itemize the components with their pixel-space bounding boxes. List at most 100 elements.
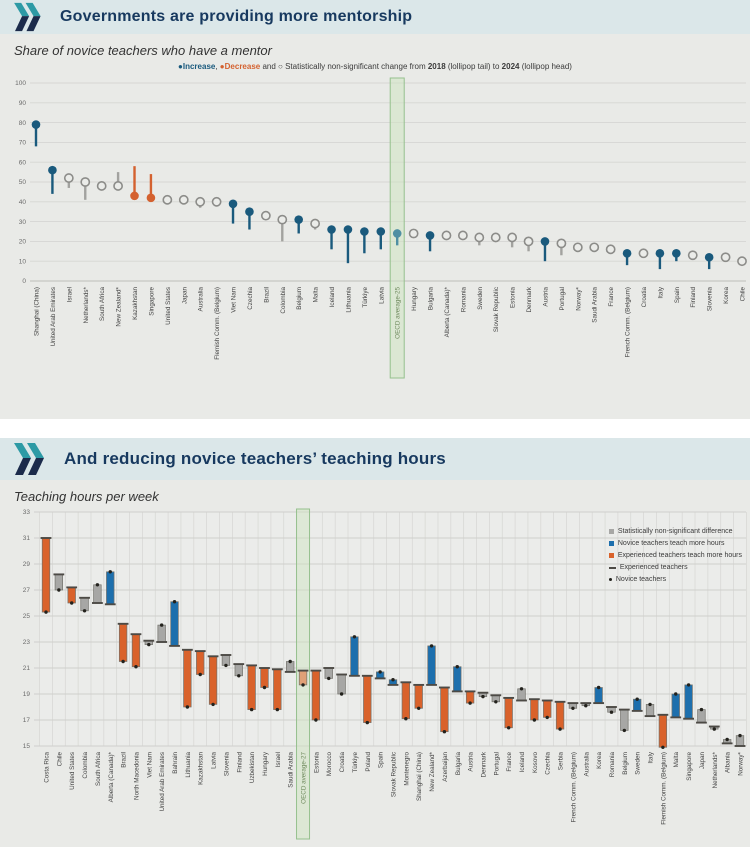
novice-marker <box>404 717 408 721</box>
hours-bar-france: France <box>503 696 515 772</box>
range-bar <box>363 675 372 723</box>
lollipop-head-open <box>490 232 501 243</box>
range-bar <box>594 687 603 704</box>
category-label: Spain <box>378 752 385 769</box>
category-label: Chile <box>740 287 747 302</box>
category-label: Saudi Arabia <box>288 752 295 788</box>
category-label: Korea <box>596 752 603 769</box>
range-bar <box>170 601 179 647</box>
category-label: Austria <box>468 752 475 772</box>
hours-bar-oecd-average-27: OECD average-27 <box>297 669 309 804</box>
category-label: Korea <box>723 287 730 304</box>
hours-bar-sweden: Sweden <box>631 697 643 775</box>
category-label: Finland <box>690 287 697 308</box>
hours-bar-morocco: Morocco <box>323 667 335 776</box>
hours-bar-spain: Spain <box>374 670 386 769</box>
hours-bar-slovenia: Slovenia <box>220 654 232 776</box>
novice-marker <box>494 700 498 704</box>
hours-bar-singapore: Singapore <box>683 683 694 781</box>
hours-bar-shanghai-china: Shanghai (China) <box>413 683 425 801</box>
mentorship-panel: Governments are providing more mentorshi… <box>0 0 750 419</box>
category-label: Norway* <box>575 286 582 310</box>
hours-bar-netherlands: Netherlands* <box>708 725 720 788</box>
lollipop-korea: Korea <box>720 252 731 304</box>
lollipop-head-open <box>211 196 222 207</box>
legend-item-label: Novice teachers teach more hours <box>617 540 725 547</box>
category-label: Alberta (Canada)* <box>444 286 451 337</box>
range-bar <box>131 633 141 668</box>
range-bar <box>183 649 192 708</box>
novice-marker <box>352 635 357 639</box>
oecd-chevrons-logo <box>14 443 44 475</box>
range-bar <box>697 709 706 723</box>
category-label: Brazil <box>121 752 128 768</box>
legend-item-label: Experienced teachers teach more hours <box>617 552 742 559</box>
novice-marker <box>82 609 87 613</box>
novice-marker <box>249 707 254 712</box>
dot-legend-icon <box>608 578 612 581</box>
category-label: Austria <box>542 287 549 307</box>
hours-bar-north-macedonia: North Macedonia <box>130 633 142 800</box>
hours-bar-latvia: Latvia <box>207 655 219 769</box>
lollipop-head <box>31 120 41 129</box>
legend-item-label: Novice teachers <box>615 576 667 583</box>
novice-marker <box>596 685 601 690</box>
lollipop-finland: Finland <box>687 250 698 308</box>
category-label: Netherlands* <box>712 751 719 788</box>
lollipop-head-open <box>589 242 600 253</box>
hours-bar-italy: Italy <box>644 702 656 764</box>
category-label: Portugal <box>559 287 566 310</box>
teaching-hours-panel: And reducing novice teachers’ teaching h… <box>0 438 750 847</box>
novice-marker <box>327 676 331 681</box>
lollipop-czechia: Czechia <box>245 207 254 310</box>
novice-marker <box>224 663 228 668</box>
category-label: Iceland <box>329 287 336 308</box>
ytick-50: 50 <box>19 179 27 186</box>
novice-marker <box>391 678 395 682</box>
category-label: Bulgaria <box>455 752 462 776</box>
novice-marker <box>44 610 48 614</box>
ytick-0: 0 <box>22 278 26 285</box>
lollipop-denmark: Denmark <box>523 236 534 313</box>
hours-bar-new-zealand: New Zealand* <box>426 644 437 792</box>
lollipop-oecd-average-25: OECD average-25 <box>392 229 402 339</box>
category-label: Sweden <box>477 287 484 310</box>
range-bar <box>350 636 359 677</box>
lollipop-head-open <box>523 236 534 247</box>
category-label: Bahrain <box>172 752 179 774</box>
ytick-21: 21 <box>23 665 31 672</box>
lollipop-sweden: Sweden <box>474 232 485 310</box>
hours-bar-serbia: Serbia <box>554 700 566 770</box>
ytick-70: 70 <box>19 140 27 147</box>
legend-head-year: 2024 <box>501 62 520 71</box>
category-label: Saudi Arabia <box>592 287 599 323</box>
category-label: United Arab Emirates <box>159 752 166 812</box>
ytick-10: 10 <box>19 258 27 265</box>
dash-legend-icon <box>608 566 616 569</box>
category-label: France <box>506 752 513 772</box>
ytick-15: 15 <box>23 743 31 750</box>
category-label: United Arab Emirates <box>50 287 57 347</box>
range-bar <box>620 709 629 731</box>
category-label: Viet Nam <box>146 752 153 778</box>
category-label: Flemish Comm. (Belgium) <box>214 287 221 360</box>
lollipop-head <box>622 248 632 258</box>
lollipop-japan: Japan <box>178 194 189 304</box>
range-bar <box>234 663 243 677</box>
lollipop-spain: Spain <box>672 248 681 303</box>
lollipop-saudi-arabia: Saudi Arabia <box>589 242 600 323</box>
category-label: Montenegro <box>403 752 410 786</box>
novice-marker <box>314 718 318 722</box>
increase-dot-icon: ● <box>178 62 183 71</box>
range-bar <box>658 714 668 748</box>
category-label: France <box>608 287 615 307</box>
lollipop-head <box>294 215 303 224</box>
novice-marker <box>686 683 691 687</box>
legend-nonsig-text: Statistically non-significant change fro… <box>282 62 428 71</box>
legend-item-label: Statistically non-significant difference <box>617 528 733 535</box>
legend-increase-label: Increase <box>182 62 216 71</box>
legend-item-label: Experienced teachers <box>619 564 688 571</box>
category-label: United States <box>69 752 76 790</box>
lollipop-bulgaria: Bulgaria <box>425 231 435 310</box>
category-label: Norway* <box>738 751 745 775</box>
